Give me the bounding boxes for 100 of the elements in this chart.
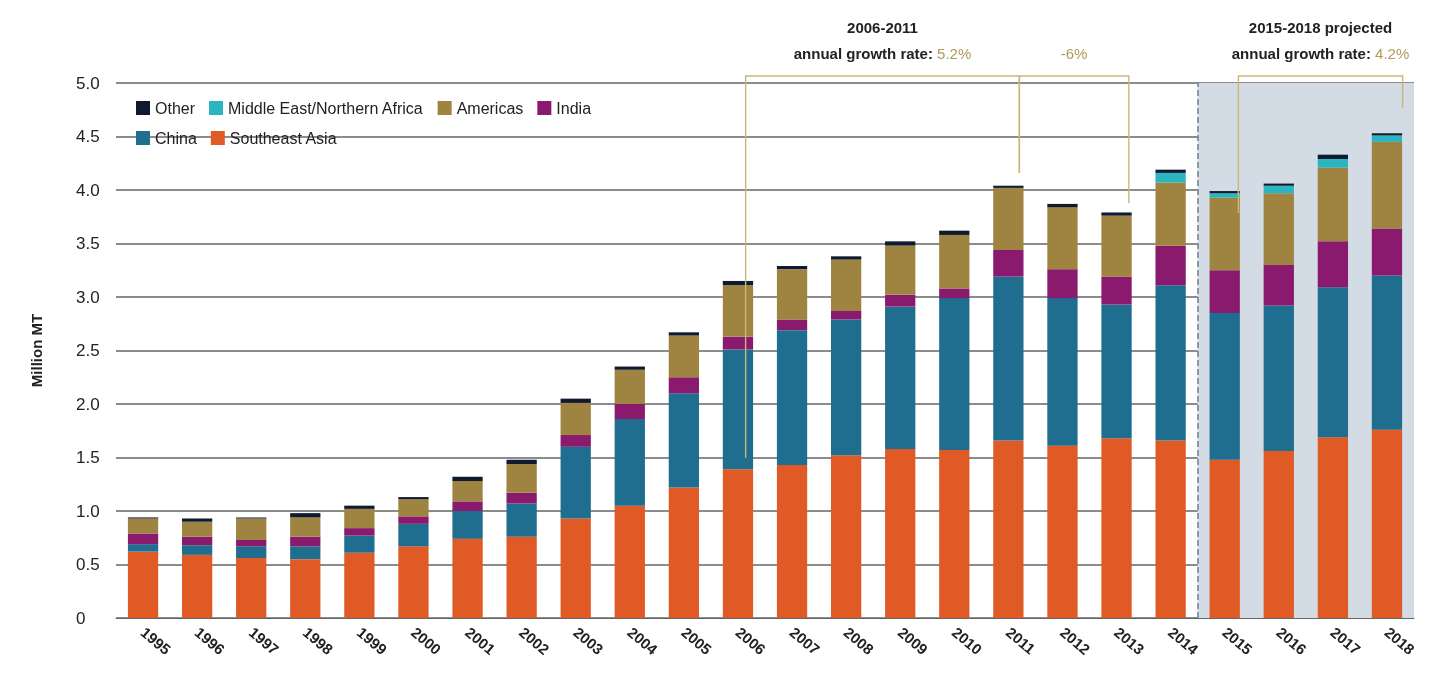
bar bbox=[1047, 203, 1078, 208]
bar bbox=[1317, 167, 1349, 242]
bar bbox=[1101, 304, 1132, 439]
bar bbox=[398, 546, 429, 618]
bar bbox=[939, 230, 970, 235]
bar bbox=[830, 259, 862, 311]
y-axis-title: Million MT bbox=[28, 313, 45, 388]
bar bbox=[1155, 285, 1186, 441]
y-tick-label: 5.0 bbox=[76, 73, 100, 93]
bar bbox=[668, 335, 700, 378]
legend-label: China bbox=[155, 129, 197, 147]
bar bbox=[1155, 245, 1186, 286]
y-tick-label: 0.5 bbox=[76, 555, 100, 574]
bar bbox=[236, 539, 267, 547]
text: 2015-2018 projected annual growth rate: 4.2% bbox=[1231, 18, 1410, 62]
bar bbox=[830, 310, 862, 320]
x-tick-label: 1997 bbox=[245, 623, 283, 658]
bar bbox=[1263, 451, 1294, 618]
bar bbox=[776, 269, 808, 320]
bar bbox=[1155, 440, 1186, 618]
bar bbox=[181, 545, 213, 555]
text: 2006-2011 annual growth rate: 5.2% bbox=[793, 18, 972, 62]
bar bbox=[885, 294, 916, 307]
bar bbox=[560, 446, 591, 519]
bar bbox=[290, 546, 321, 560]
bar bbox=[127, 533, 159, 545]
bar bbox=[1371, 429, 1403, 618]
bar bbox=[506, 492, 537, 504]
bar bbox=[181, 536, 213, 546]
bar bbox=[181, 518, 213, 522]
bar bbox=[1155, 169, 1186, 173]
y-tick-label: 2.5 bbox=[76, 341, 100, 360]
bar bbox=[1263, 305, 1294, 452]
bar bbox=[1317, 437, 1349, 618]
bar bbox=[452, 501, 483, 511]
bar bbox=[344, 508, 375, 529]
bar bbox=[1209, 270, 1240, 314]
x-tick-label: 2007 bbox=[786, 623, 824, 658]
bar bbox=[776, 330, 808, 465]
bar bbox=[1263, 185, 1294, 194]
legend-label: Americas bbox=[456, 99, 524, 117]
bar bbox=[1317, 287, 1349, 438]
bar bbox=[560, 398, 591, 403]
bar bbox=[776, 319, 808, 331]
y-tick-label: 0 bbox=[76, 608, 86, 628]
bar bbox=[506, 459, 537, 464]
bar bbox=[1047, 207, 1078, 270]
bar bbox=[1155, 172, 1186, 183]
bar bbox=[127, 551, 159, 618]
bar bbox=[1209, 313, 1240, 460]
bar bbox=[1209, 459, 1240, 618]
bar bbox=[290, 513, 321, 518]
bar bbox=[398, 497, 429, 500]
bar bbox=[885, 241, 916, 246]
bar bbox=[398, 516, 429, 524]
bar bbox=[290, 559, 321, 618]
legend-label: India bbox=[556, 99, 592, 117]
bar bbox=[452, 481, 483, 502]
bar bbox=[1209, 197, 1240, 271]
bar bbox=[1101, 438, 1132, 618]
bar bbox=[939, 288, 970, 299]
bar bbox=[1047, 269, 1078, 299]
bar bbox=[127, 518, 159, 534]
y-tick-label: 1.0 bbox=[76, 501, 100, 521]
bar bbox=[614, 366, 645, 370]
bar bbox=[1047, 445, 1078, 618]
bar bbox=[614, 418, 645, 506]
bar bbox=[993, 185, 1024, 188]
legend-label: Middle East/Northern Africa bbox=[228, 99, 423, 117]
y-tick-label: 1.5 bbox=[76, 448, 100, 467]
bar bbox=[1101, 215, 1132, 277]
bar bbox=[452, 476, 483, 482]
bar bbox=[344, 535, 375, 553]
bar bbox=[127, 544, 159, 552]
bar bbox=[290, 517, 321, 537]
bar bbox=[776, 265, 808, 270]
y-tick-label: 4.5 bbox=[76, 127, 100, 146]
bar bbox=[236, 518, 267, 540]
bar bbox=[1047, 298, 1078, 446]
bar bbox=[722, 469, 754, 618]
bar bbox=[885, 448, 916, 618]
bar bbox=[290, 536, 321, 547]
bar bbox=[1263, 183, 1294, 186]
bar bbox=[181, 521, 213, 537]
legend-label: Southeast Asia bbox=[229, 129, 337, 147]
bar bbox=[1263, 193, 1294, 265]
bar bbox=[722, 349, 754, 470]
bar bbox=[614, 505, 645, 618]
bar bbox=[1101, 276, 1132, 305]
bar bbox=[344, 552, 375, 618]
bar bbox=[344, 528, 375, 536]
y-tick-label: 2.0 bbox=[76, 394, 100, 414]
bar bbox=[993, 276, 1024, 441]
bar bbox=[236, 558, 267, 618]
bar bbox=[344, 505, 375, 509]
bar bbox=[614, 369, 645, 404]
bar bbox=[506, 503, 537, 537]
bar bbox=[993, 187, 1024, 250]
bar bbox=[993, 440, 1024, 618]
bar bbox=[1371, 133, 1403, 136]
